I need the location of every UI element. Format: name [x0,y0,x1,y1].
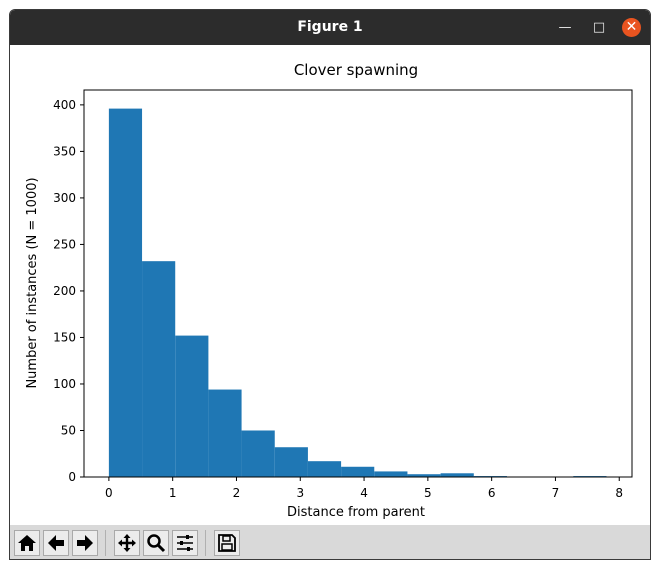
zoom-button[interactable] [143,530,169,556]
histogram-bar [175,335,209,477]
x-tick-label: 4 [360,486,368,500]
histogram-bar [108,108,143,477]
x-tick-label: 7 [552,486,560,500]
home-button[interactable] [14,530,40,556]
histogram-bar [440,473,474,477]
save-button[interactable] [214,530,240,556]
x-tick-label: 6 [488,486,496,500]
x-tick-label: 2 [233,486,241,500]
x-tick-label: 1 [169,486,177,500]
move-icon [118,534,136,552]
magnifier-icon [147,534,166,553]
histogram-bar [407,474,441,477]
y-tick-label: 50 [61,423,76,437]
forward-button[interactable] [72,530,98,556]
x-tick-label: 8 [615,486,623,500]
histogram-bar [208,389,242,477]
y-tick-label: 300 [53,191,76,205]
y-tick-label: 400 [53,98,76,112]
y-tick-label: 250 [53,237,76,251]
floppy-disk-icon [218,534,236,552]
close-icon[interactable]: ✕ [622,18,641,37]
figure-window: Figure 1 — □ ✕ Clover spawning 0 1 2 3 4 5 6 7 8… [9,9,651,560]
histogram-bar [241,430,275,477]
histogram-chart: Clover spawning 0 1 2 3 4 5 6 7 8 0 50 100 150 200 25… [25,61,633,520]
axes-frame [83,89,633,478]
y-axis-label: Number of instances (N = 1000) [25,177,40,388]
y-tick-label: 150 [53,330,76,344]
y-tick-label: 0 [68,470,76,484]
toolbar-separator [105,530,106,556]
histogram-bar [307,461,342,477]
configure-subplots-button[interactable] [172,530,198,556]
x-axis-label: Distance from parent [287,505,425,520]
y-tick-label: 100 [53,377,76,391]
arrow-right-icon [77,535,93,551]
histogram-bar [142,261,176,477]
x-tick-label: 0 [105,486,113,500]
y-tick-label: 200 [53,284,76,298]
x-tick-label: 5 [424,486,432,500]
maximize-icon[interactable]: □ [592,20,606,35]
arrow-left-icon [48,535,64,551]
x-tick-label: 3 [296,486,304,500]
y-tick-label: 350 [53,144,76,158]
histogram-bar [274,447,308,477]
window-title: Figure 1 [297,19,363,35]
back-button[interactable] [43,530,69,556]
toolbar-separator [205,530,206,556]
navigation-toolbar [10,525,650,559]
plot-canvas[interactable]: Clover spawning 0 1 2 3 4 5 6 7 8 0 50 100 150 200 25… [10,45,650,525]
histogram-bar [341,466,375,477]
pan-button[interactable] [114,530,140,556]
histogram-bar [374,471,408,477]
title-bar[interactable]: Figure 1 — □ ✕ [10,10,650,45]
sliders-icon [177,535,193,551]
chart-title: Clover spawning [294,61,418,79]
minimize-icon[interactable]: — [558,20,572,35]
home-icon [18,535,36,551]
